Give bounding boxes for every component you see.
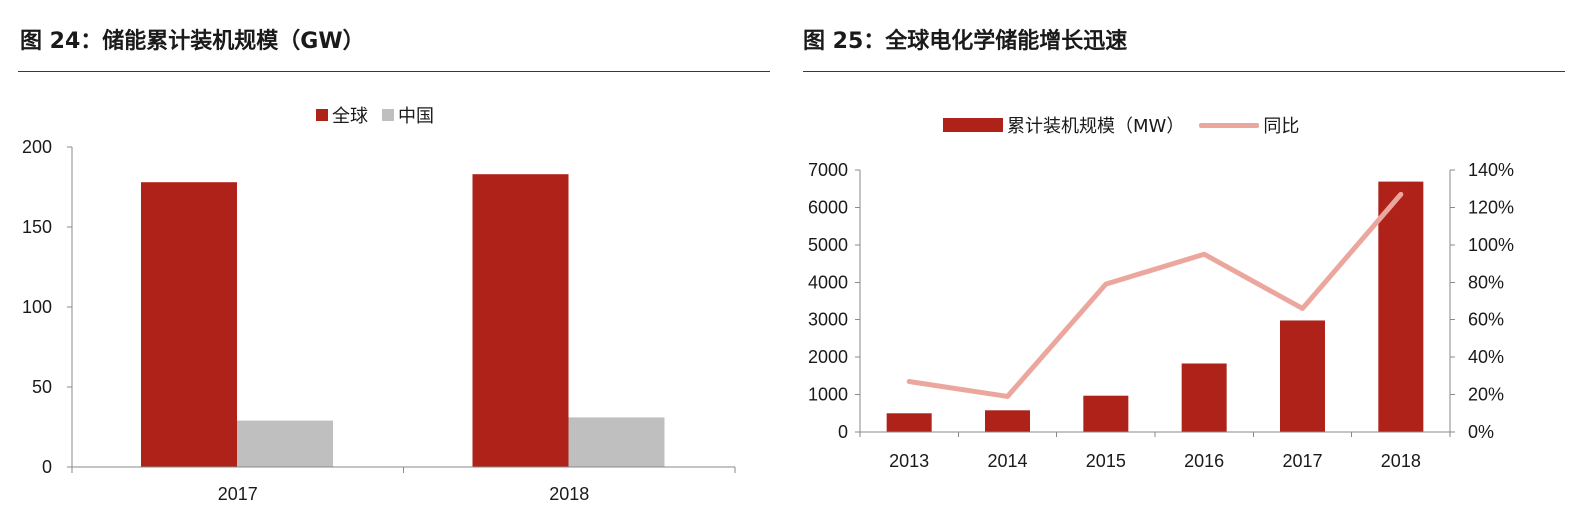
y2-tick-label: 120% <box>1468 197 1514 217</box>
legend-figure-24: 全球 中国 <box>316 103 434 127</box>
bar-global-2017 <box>141 182 237 467</box>
figure-24-title: 图 24：储能累计装机规模（GW） <box>20 29 365 54</box>
y-tick-label: 2000 <box>808 347 848 367</box>
y2-tick-label: 140% <box>1468 160 1514 180</box>
y-tick-label: 5000 <box>808 235 848 255</box>
x-tick-label: 2015 <box>1086 451 1126 471</box>
y2-tick-label: 60% <box>1468 310 1504 330</box>
y-tick-label: 6000 <box>808 197 848 217</box>
figure-25-title-rule <box>803 71 1565 72</box>
y2-tick-label: 20% <box>1468 385 1504 405</box>
legend-swatch-global <box>316 109 328 121</box>
yoy-growth-line <box>906 191 1404 399</box>
bar-cumulative-capacity-2015 <box>1083 395 1129 432</box>
legend-figure-25: 累计装机规模（MW） 同比 <box>943 113 1299 137</box>
chart-figure-25: 2013 2014 2015 2016 2017 2018 0 1000 2000 3000 400… <box>808 160 1514 471</box>
x-tick-label: 2014 <box>987 451 1027 471</box>
y2-tick-label: 100% <box>1468 235 1514 255</box>
y-tick-label: 4000 <box>808 272 848 292</box>
x-tick-label: 2018 <box>549 484 589 504</box>
y-tick-label: 150 <box>22 217 52 237</box>
bar-cumulative-capacity-2018 <box>1378 181 1424 432</box>
y-tick-label: 0 <box>838 422 848 442</box>
bar-global-2018 <box>472 174 569 467</box>
figure-25-title: 图 25：全球电化学储能增长迅速 <box>803 29 1128 54</box>
bar-china-2017 <box>237 420 333 467</box>
legend-label-cumulative-capacity: 累计装机规模（MW） <box>1007 116 1185 137</box>
x-tick-label: 2018 <box>1381 451 1421 471</box>
legend-label-global: 全球 <box>332 106 368 127</box>
x-tick-label: 2017 <box>1282 451 1322 471</box>
y-tick-label: 3000 <box>808 310 848 330</box>
y-tick-label: 0 <box>42 457 52 477</box>
x-tick-label: 2013 <box>889 451 929 471</box>
y-tick-label: 50 <box>32 377 52 397</box>
legend-swatch-cumulative-capacity <box>943 118 1003 132</box>
chart-figure-24: 2017 2018 0 50 100 150 200 <box>22 137 736 504</box>
legend-label-china: 中国 <box>398 106 434 127</box>
x-tick-label: 2016 <box>1184 451 1224 471</box>
bar-cumulative-capacity-2016 <box>1181 363 1227 432</box>
figure-24-title-rule <box>18 71 770 72</box>
y-tick-label: 100 <box>22 297 52 317</box>
legend-swatch-china <box>382 109 394 121</box>
y2-tick-label: 0% <box>1468 422 1494 442</box>
y2-tick-label: 40% <box>1468 347 1504 367</box>
bar-china-2018 <box>568 417 665 467</box>
bar-cumulative-capacity-2014 <box>985 410 1030 432</box>
legend-swatch-yoy <box>1199 122 1260 128</box>
legend-label-yoy: 同比 <box>1263 116 1300 137</box>
bar-cumulative-capacity-2017 <box>1280 320 1325 432</box>
y-tick-label: 7000 <box>808 160 848 180</box>
y-tick-label: 200 <box>22 137 52 157</box>
y2-tick-label: 80% <box>1468 272 1504 292</box>
x-tick-label: 2017 <box>218 484 258 504</box>
bar-cumulative-capacity-2013 <box>886 413 932 432</box>
y-tick-label: 1000 <box>808 385 848 405</box>
